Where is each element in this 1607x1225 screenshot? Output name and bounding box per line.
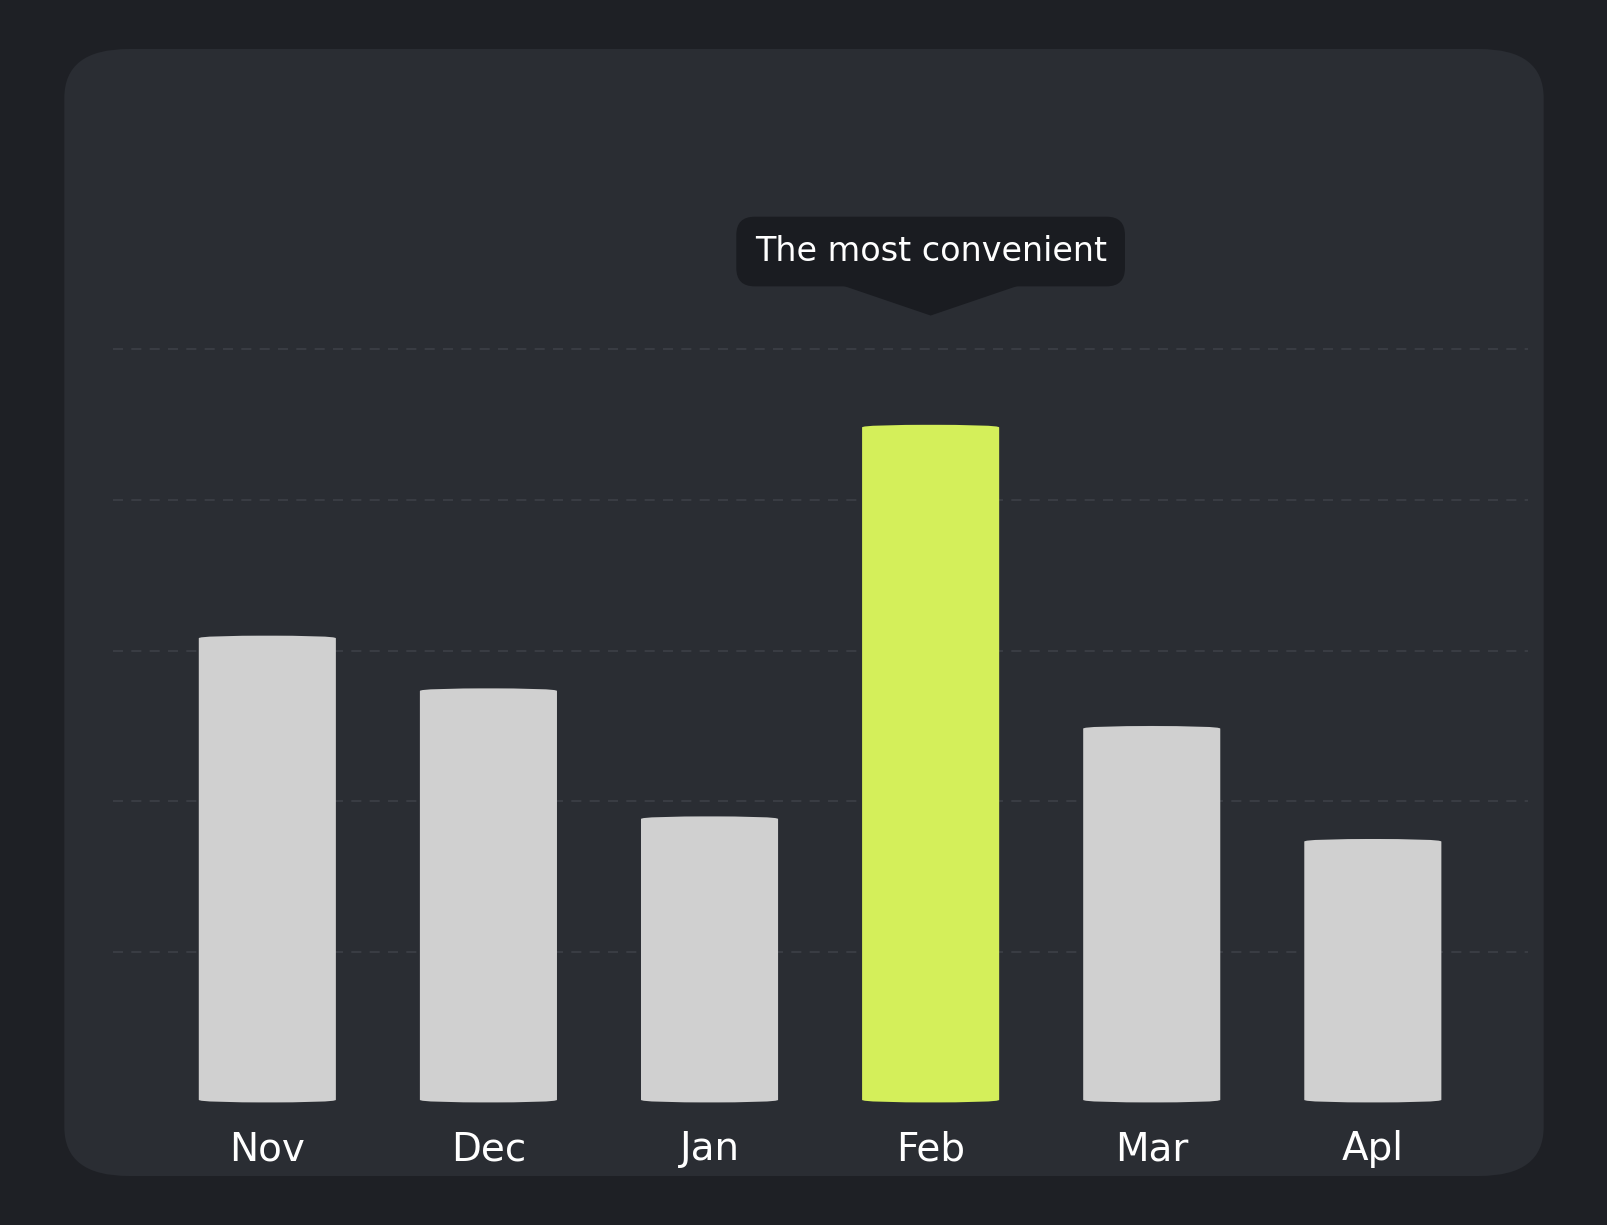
FancyBboxPatch shape: [419, 688, 556, 1102]
FancyBboxPatch shape: [641, 816, 778, 1102]
FancyBboxPatch shape: [199, 636, 336, 1102]
FancyBboxPatch shape: [1083, 726, 1220, 1102]
Text: The most convenient: The most convenient: [754, 235, 1106, 268]
FancyBboxPatch shape: [861, 425, 998, 1102]
FancyBboxPatch shape: [1303, 839, 1440, 1102]
Polygon shape: [820, 278, 1041, 316]
